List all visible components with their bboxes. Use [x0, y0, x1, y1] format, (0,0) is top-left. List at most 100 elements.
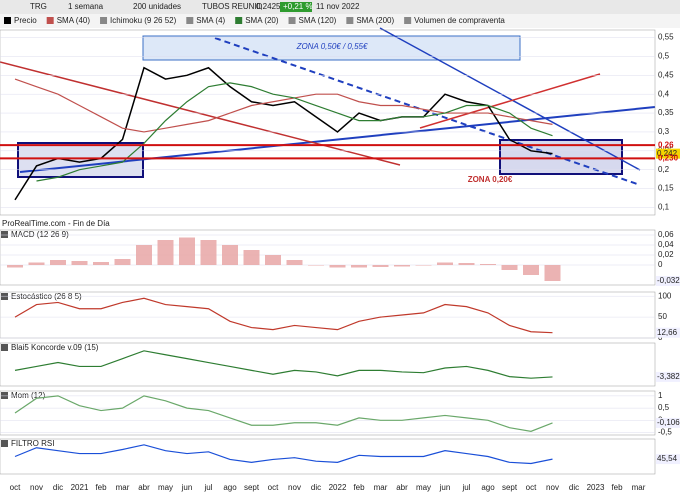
- level-label: 0,230: [658, 153, 679, 162]
- x-tick-label: nov: [288, 483, 301, 492]
- histogram-bar: [179, 237, 195, 265]
- histogram-bar: [243, 250, 260, 265]
- y-tick-label: 0,45: [658, 70, 674, 79]
- x-tick-label: 2022: [329, 483, 347, 492]
- zone-box: [17, 142, 144, 178]
- y-tick-label: 0,02: [658, 250, 674, 259]
- x-tick-label: feb: [611, 483, 623, 492]
- zone-box: [142, 35, 521, 61]
- legend-entry[interactable]: SMA (200): [356, 16, 394, 25]
- y-tick-label: 0,5: [658, 403, 670, 412]
- date: 11 nov 2022: [316, 2, 360, 11]
- x-tick-label: may: [416, 483, 431, 492]
- y-tick-label: 0: [658, 260, 663, 269]
- zone-label: ZONA 0,50€ / 0,55€: [296, 42, 368, 51]
- x-tick-label: sept: [502, 483, 518, 492]
- value-label-box: [656, 276, 680, 286]
- x-tick-label: jun: [439, 483, 451, 492]
- y-tick-label: 0,15: [658, 184, 674, 193]
- panel-title-box: [1, 440, 8, 447]
- value-label: 0,242: [657, 149, 678, 158]
- histogram-bar: [93, 262, 109, 265]
- x-tick-label: nov: [30, 483, 43, 492]
- x-tick-label: abr: [138, 483, 150, 492]
- x-tick-label: jul: [461, 483, 470, 492]
- source: ProRealTime.com - Fin de Día: [2, 219, 110, 228]
- histogram-bar: [415, 265, 432, 266]
- trendline: [214, 37, 641, 186]
- value-label-box: [656, 371, 680, 382]
- histogram-bar: [114, 259, 131, 265]
- panel-title-box: [1, 344, 8, 351]
- panel-title-box: [1, 392, 8, 399]
- x-tick-label: jun: [181, 483, 193, 492]
- x-tick-label: feb: [95, 483, 107, 492]
- change-box: [280, 2, 312, 12]
- y-tick-label: 0,3: [658, 127, 670, 136]
- x-tick-label: dic: [53, 483, 63, 492]
- legend-entry[interactable]: Volumen de compraventa: [414, 16, 505, 25]
- value-label-box: [656, 148, 680, 159]
- value-label-box: [656, 417, 680, 428]
- legend-entry[interactable]: Ichimoku (9 26 52): [110, 16, 177, 25]
- value-label: -0,032: [657, 276, 680, 285]
- y-tick-label: 50: [658, 312, 667, 321]
- panel-title-box: [1, 293, 8, 300]
- y-tick-label: 0,35: [658, 108, 674, 117]
- trendline: [0, 61, 401, 166]
- x-tick-label: oct: [10, 483, 21, 492]
- histogram-bar: [437, 262, 453, 265]
- legend-swatch: [100, 17, 108, 24]
- price: 0,2425: [256, 2, 281, 11]
- legend-entry[interactable]: SMA (120): [299, 16, 337, 25]
- histogram-bar: [458, 263, 475, 265]
- histogram-bar: [501, 265, 518, 270]
- histogram-bar: [544, 265, 561, 281]
- x-tick-label: dic: [311, 483, 321, 492]
- legend-entry[interactable]: SMA (40): [57, 16, 91, 25]
- x-tick-label: mar: [632, 483, 646, 492]
- panel: [0, 438, 656, 475]
- y-tick-label: 0,4: [658, 89, 670, 98]
- histogram-bar: [157, 240, 174, 265]
- x-tick-label: mar: [116, 483, 130, 492]
- symbol[interactable]: TRG: [30, 2, 47, 11]
- legend-bar: [0, 14, 680, 28]
- y-tick-label: 0,04: [658, 240, 674, 249]
- panel: [0, 390, 656, 436]
- series-line: [14, 350, 553, 379]
- legend-swatch: [235, 17, 243, 24]
- series-line: [36, 82, 553, 182]
- legend-entry[interactable]: SMA (20): [245, 16, 279, 25]
- panel-title: Blai5 Koncorde v.09 (15): [11, 343, 99, 352]
- histogram-bar: [329, 265, 346, 268]
- legend-swatch: [346, 17, 354, 24]
- series-line: [14, 78, 553, 133]
- y-tick-label: -0,5: [658, 428, 672, 437]
- legend-entry[interactable]: Precio: [14, 16, 37, 25]
- trendline: [19, 106, 656, 173]
- y-tick-label: 0,2: [658, 165, 670, 174]
- x-tick-label: jul: [203, 483, 212, 492]
- panel-title: MACD (12 26 9): [11, 230, 69, 239]
- x-tick-label: abr: [396, 483, 408, 492]
- histogram-bar: [523, 265, 539, 275]
- panel: [0, 229, 656, 286]
- period[interactable]: 1 semana: [68, 2, 104, 11]
- legend-entry[interactable]: SMA (4): [196, 16, 225, 25]
- units[interactable]: 200 unidades: [133, 2, 181, 11]
- value-label: -3,382: [657, 372, 680, 381]
- value-label: -0,106: [657, 418, 680, 427]
- x-tick-label: mar: [374, 483, 388, 492]
- level-label: 0,26: [658, 140, 674, 149]
- histogram-bar: [286, 260, 303, 265]
- histogram-bar: [136, 245, 152, 265]
- zone-label: ZONA 0,20€: [468, 175, 513, 184]
- toolbar: [0, 0, 680, 14]
- panel-title: Mom (12): [11, 391, 46, 400]
- series-line: [14, 66, 553, 201]
- value-label-box: [656, 327, 680, 338]
- histogram-bar: [308, 265, 324, 266]
- drawings: [0, 27, 656, 186]
